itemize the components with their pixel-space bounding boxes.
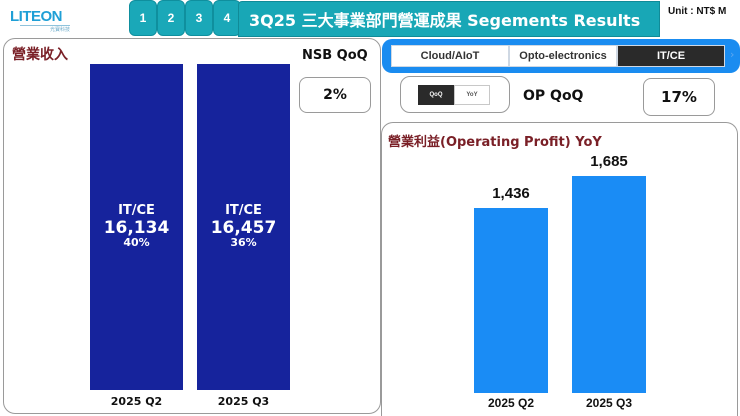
liteon-logo: LITEON 光寶科技 [10,8,72,34]
op-title: 營業利益(Operating Profit) YoY [388,135,602,150]
op-qoq-label: OP QoQ [523,88,584,104]
bar-value: 16,457 [210,217,277,238]
toggle-qoq[interactable]: QoQ [418,85,454,105]
bar-segment-label: IT/CE [118,203,155,219]
page-nav: 1 2 3 4 [129,0,241,36]
unit-label: Unit : NT$ M [668,6,727,17]
op-value-q3: 1,685 [590,153,628,170]
bar-share: 36% [230,236,257,250]
operating-profit-panel: 營業利益(Operating Profit) YoY 1,436 1,685 2… [381,122,738,416]
qoq-yoy-toggle: QoQ YoY [400,76,510,113]
chevron-right-icon[interactable]: › [730,48,735,61]
bar-share: 40% [123,236,150,250]
nsb-qoq-label: NSB QoQ [302,48,368,63]
nav-page-4[interactable]: 4 [213,0,241,36]
toggle-yoy[interactable]: YoY [454,85,490,105]
tab-cloud-aiot[interactable]: Cloud/AIoT [391,45,509,67]
x-axis-label-q2: 2025 Q2 [110,395,163,408]
x-axis-label-q3: 2025 Q3 [585,396,633,410]
segment-tab-strip: Cloud/AIoT Opto-electronics IT/CE › [382,39,740,73]
x-axis-label-q2: 2025 Q2 [487,396,535,410]
revenue-bar-q2: IT/CE 16,134 40% [90,64,183,390]
revenue-title: 營業收入 [12,47,68,63]
op-qoq-value: 17% [643,78,715,116]
nav-page-3[interactable]: 3 [185,0,213,36]
op-value-q2: 1,436 [492,185,530,202]
tab-opto-electronics[interactable]: Opto-electronics [509,45,617,67]
nsb-qoq-value: 2% [299,77,371,113]
logo-text: LITEON [10,8,63,25]
page-title: 3Q25 三大事業部門營運成果 Segements Results [238,1,660,37]
revenue-bar-q3: IT/CE 16,457 36% [197,64,290,390]
tab-it-ce[interactable]: IT/CE [617,45,725,67]
nav-page-2[interactable]: 2 [157,0,185,36]
op-bar-q2 [474,208,548,393]
x-axis-label-q3: 2025 Q3 [217,395,270,408]
nav-page-1[interactable]: 1 [129,0,157,36]
revenue-panel: 營業收入 NSB QoQ 2% IT/CE 16,134 40% IT/CE 1… [3,38,381,414]
bar-value: 16,134 [103,217,170,238]
bar-segment-label: IT/CE [225,203,262,219]
logo-subtext: 光寶科技 [20,25,70,33]
op-bar-q3 [572,176,646,393]
